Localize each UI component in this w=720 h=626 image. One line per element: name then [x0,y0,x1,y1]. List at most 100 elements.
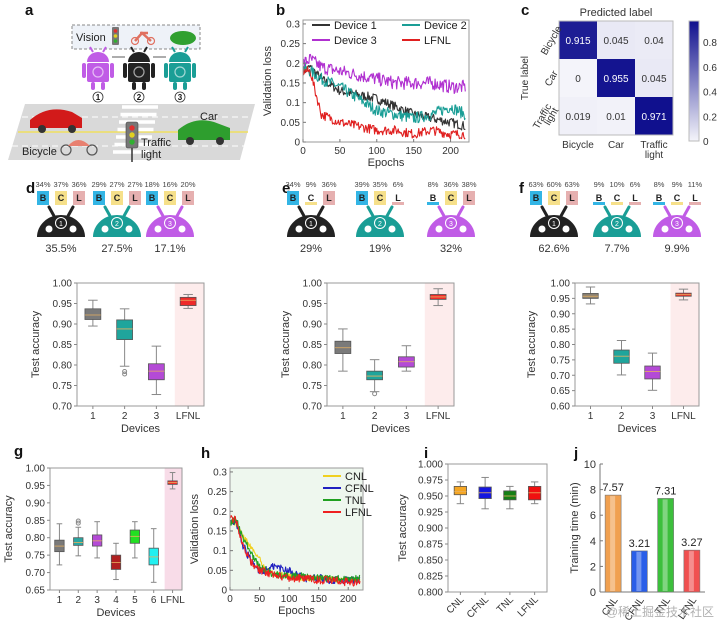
y-tick-label: 0.75 [551,355,571,366]
robot-eye-left [101,225,109,233]
y-tick-label: 0.925 [418,508,443,519]
class-share-bar [671,202,683,205]
heatmap-cell [597,97,635,135]
antenna-right [122,205,131,218]
chart-e: 1 2 3 LFNL 0.70 0.75 0.80 0.85 0.90 0.95 1.00 Devic… [280,279,455,435]
robot-antenna [143,46,148,53]
antenna-right [559,205,568,218]
class-share-box [129,191,141,205]
colorbar-tick-label: 0.4 [703,88,717,99]
robot-head-icon [128,52,150,62]
box-tnl [503,485,517,510]
robot-leg [142,82,146,90]
device-total-share: 32% [440,243,462,255]
robot-head-icon [87,52,109,62]
y-tick-label: 1.00 [26,464,46,475]
class-share-label: 36% [71,180,86,189]
class-share-label: 27% [109,180,124,189]
robot-number: 2 [615,221,619,228]
chart-h: 0 0.05 0.1 0.15 0.2 0.25 0.3 0 50 100 150 200 Epochs… [189,467,374,617]
y-tick-label: 0.2 [213,507,227,518]
robot-number: 2 [115,221,119,228]
class-share-box [548,191,560,205]
y-tick-label: 2 [590,561,596,573]
antenna-left [366,205,375,218]
y-tick-label: 0.2 [286,59,300,70]
class-share-box [445,191,457,205]
y-tick-label: 0 [294,138,300,149]
y-tick-label: 0.95 [53,299,73,310]
robot-number-badge [133,91,145,103]
class-share-bar [611,202,623,205]
panel-label-h: h [201,445,210,462]
device-share-f-3: 8% B 9% C 11% L 3 9.9% [653,180,703,255]
class-share-label: 9% [594,180,605,189]
traffic-light-lamp [113,29,118,33]
robot-leg [91,82,95,90]
box-2 [613,340,630,376]
x-tick-label: 50 [254,594,266,605]
robot-eye-left [661,225,669,233]
panel-label-b: b [276,2,285,19]
antenna-right [456,205,465,218]
box-iqr [148,363,165,381]
antenna-right [622,205,631,218]
class-share-label: 37% [53,180,68,189]
y-tick-label: 0.90 [303,320,323,331]
legend-label: CFNL [345,483,374,495]
box-2 [366,359,383,397]
y-tick-label: 0.85 [53,340,73,351]
robot-number-badge [92,91,104,103]
class-share-label: 18% [144,180,159,189]
x-axis-label: Epochs [278,605,315,617]
y-tick-label: 0.90 [26,498,46,509]
box-2 [116,308,133,377]
axes-frame [447,463,548,593]
y-tick-label: 0.3 [213,467,227,478]
x-axis-label: Epochs [368,157,405,169]
y-axis-label: Training time (min) [569,482,581,573]
class-share-label: 60% [546,180,561,189]
traffic-light-lamp [129,125,135,131]
box-lfnl [675,288,692,301]
class-share-label: 11% [688,180,703,189]
x-tick-label: 2 [76,595,82,606]
series-line-lfnl [229,515,361,587]
heatmap-cell-value: 0.971 [641,112,666,123]
robot-leg [132,82,136,90]
robot-gear-icon [92,66,104,78]
class-share-label: 10% [609,180,624,189]
y-tick-label: 0.65 [551,386,571,397]
robot-antenna [89,46,94,53]
robot-badge [374,217,386,229]
class-share-label: 38% [461,180,476,189]
panel-label-e: e [282,180,290,197]
device-share-d-1: 34% B 37% C 36% L 1 35.5% [35,180,86,255]
heatmap-cell-value: 0.01 [606,112,626,123]
class-share-label: 29% [91,180,106,189]
class-letter: B [40,193,47,203]
x-tick-label: 150 [310,594,327,605]
class-letter: L [466,193,472,203]
device-share-d-3: 18% B 16% C 20% L 3 17.1% [144,180,195,255]
box-3 [398,345,415,372]
class-letter: C [114,193,121,203]
class-share-box [73,191,85,205]
x-tick-label: 2 [619,411,625,422]
y-tick-label: 0.15 [208,526,228,537]
heatmap-cell-value: 0.045 [641,74,666,85]
watermark: @稀土掘金技术社区 [605,605,714,619]
robot-eye-right [125,225,133,233]
class-share-label: 16% [162,180,177,189]
class-letter: L [692,193,698,203]
box-1 [582,286,599,305]
robot-number: 3 [449,221,453,228]
robot-eye-right [319,225,327,233]
class-share-label: 35% [372,180,387,189]
y-tick-label: 4 [590,536,596,548]
y-tick-label: 0.95 [26,481,46,492]
robot-number: 1 [552,221,556,228]
bar-highlight [688,551,694,591]
robot-arm [192,63,196,78]
class-share-box [323,191,335,205]
